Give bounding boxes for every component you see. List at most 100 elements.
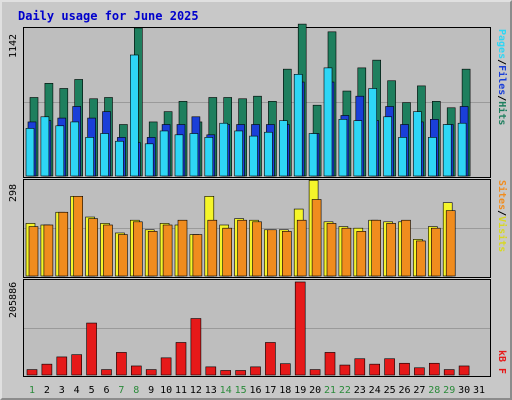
x-tick-27: 27: [413, 385, 425, 396]
x-tick-5: 5: [89, 385, 95, 396]
x-tick-12: 12: [190, 385, 202, 396]
bar-sites-8: [133, 221, 143, 277]
bar-kbf-21: [324, 352, 336, 376]
bar-kbf-28: [428, 362, 440, 376]
bar-sites-26: [401, 219, 411, 277]
bar-sites-13: [207, 219, 218, 277]
bar-sites-5: [88, 218, 98, 277]
bar-pages-26: [398, 137, 407, 177]
bar-pages-15: [234, 130, 243, 177]
bar-pages-5: [85, 137, 94, 177]
bar-pages-28: [427, 137, 437, 177]
bar-kbf-15: [235, 370, 246, 376]
x-tick-11: 11: [175, 385, 187, 396]
bar-sites-19: [296, 219, 307, 277]
bar-kbf-9: [145, 369, 157, 376]
x-tick-6: 6: [103, 385, 109, 396]
bar-sites-18: [281, 231, 292, 277]
bar-pages-3: [55, 125, 65, 177]
bar-sites-16: [252, 221, 262, 277]
bar-pages-10: [159, 130, 169, 177]
bar-pages-13: [204, 137, 214, 177]
bar-pages-17: [264, 131, 273, 177]
bar-kbf-23: [354, 358, 366, 376]
bar-kbf-7: [116, 352, 127, 376]
bar-pages-29: [442, 124, 452, 177]
bar-sites-4: [73, 196, 83, 277]
x-tick-9: 9: [148, 385, 154, 396]
bar-sites-25: [386, 223, 396, 277]
bar-kbf-29: [443, 369, 455, 376]
bar-pages-6: [100, 133, 109, 177]
bar-kbf-11: [175, 342, 187, 376]
bar-sites-1: [28, 226, 39, 277]
x-tick-25: 25: [384, 385, 396, 396]
bar-sites-6: [103, 224, 113, 277]
bar-pages-24: [368, 88, 378, 177]
bar-sites-9: [147, 231, 158, 277]
bar-sites-2: [43, 224, 54, 277]
x-tick-13: 13: [205, 385, 217, 396]
bar-pages-22: [338, 119, 348, 177]
bar-sites-27: [416, 240, 426, 277]
bar-kbf-3: [56, 356, 68, 376]
bar-sites-22: [341, 227, 352, 277]
bar-kbf-20: [309, 369, 321, 376]
bar-pages-18: [278, 120, 288, 177]
bar-kbf-8: [131, 365, 142, 376]
bar-sites-20: [311, 199, 322, 277]
x-tick-18: 18: [279, 385, 291, 396]
x-tick-20: 20: [309, 385, 321, 396]
x-tick-8: 8: [133, 385, 139, 396]
bar-kbf-18: [279, 363, 291, 376]
x-tick-7: 7: [118, 385, 124, 396]
x-tick-26: 26: [398, 385, 410, 396]
bar-kbf-12: [190, 318, 202, 376]
x-tick-17: 17: [264, 385, 276, 396]
bar-sites-29: [445, 210, 456, 277]
chart-title: Daily usage for June 2025: [18, 9, 199, 23]
x-tick-4: 4: [74, 385, 80, 396]
bar-pages-14: [219, 122, 228, 177]
bar-kbf-24: [369, 363, 381, 376]
bar-kbf-19: [294, 281, 306, 376]
x-tick-21: 21: [324, 385, 336, 396]
bar-pages-30: [457, 122, 467, 177]
bar-sites-15: [237, 219, 247, 277]
x-tick-14: 14: [220, 385, 232, 396]
bar-kbf-22: [339, 364, 351, 376]
x-tick-16: 16: [249, 385, 261, 396]
x-tick-24: 24: [369, 385, 381, 396]
bar-sites-28: [430, 227, 441, 277]
bar-sites-24: [371, 219, 382, 277]
x-tick-2: 2: [44, 385, 50, 396]
x-tick-22: 22: [339, 385, 351, 396]
bar-pages-1: [25, 128, 35, 177]
bar-pages-16: [249, 135, 258, 177]
x-tick-3: 3: [59, 385, 65, 396]
bar-kbf-17: [265, 342, 276, 376]
bar-sites-17: [267, 229, 277, 277]
bar-sites-14: [222, 227, 232, 277]
bar-kbf-25: [384, 358, 395, 376]
bar-pages-4: [70, 121, 79, 177]
x-tick-29: 29: [443, 385, 455, 396]
bar-sites-12: [192, 234, 203, 277]
bar-kbf-5: [86, 322, 97, 376]
bar-kbf-14: [220, 370, 231, 376]
bar-sites-21: [326, 223, 337, 277]
bar-kbf-10: [160, 357, 172, 376]
bar-kbf-6: [101, 369, 112, 376]
x-tick-31: 31: [473, 385, 485, 396]
bar-pages-21: [323, 67, 333, 177]
bar-kbf-16: [250, 366, 261, 376]
x-tick-23: 23: [354, 385, 366, 396]
bar-sites-7: [118, 234, 128, 277]
bar-pages-9: [144, 143, 154, 177]
x-tick-28: 28: [428, 385, 440, 396]
bar-pages-20: [308, 133, 318, 177]
bar-kbf-13: [205, 366, 217, 376]
x-tick-19: 19: [294, 385, 306, 396]
bar-pages-19: [293, 74, 303, 177]
